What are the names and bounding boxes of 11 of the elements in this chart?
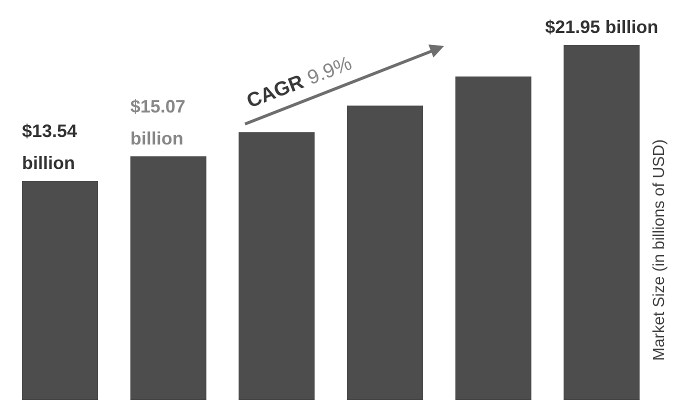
bar bbox=[455, 76, 532, 400]
bar bbox=[564, 45, 640, 400]
y-axis-title: Market Size (in billions of USD) bbox=[651, 139, 668, 361]
data-label: $21.95 billion bbox=[545, 17, 658, 37]
data-label: $13.54 billion bbox=[22, 121, 78, 174]
bar bbox=[347, 106, 423, 400]
bar bbox=[22, 181, 98, 400]
data-label: $15.07 billion bbox=[130, 96, 186, 148]
bar bbox=[130, 156, 206, 400]
annotation: CAGR 9.9% bbox=[244, 52, 356, 113]
bar bbox=[238, 132, 315, 400]
